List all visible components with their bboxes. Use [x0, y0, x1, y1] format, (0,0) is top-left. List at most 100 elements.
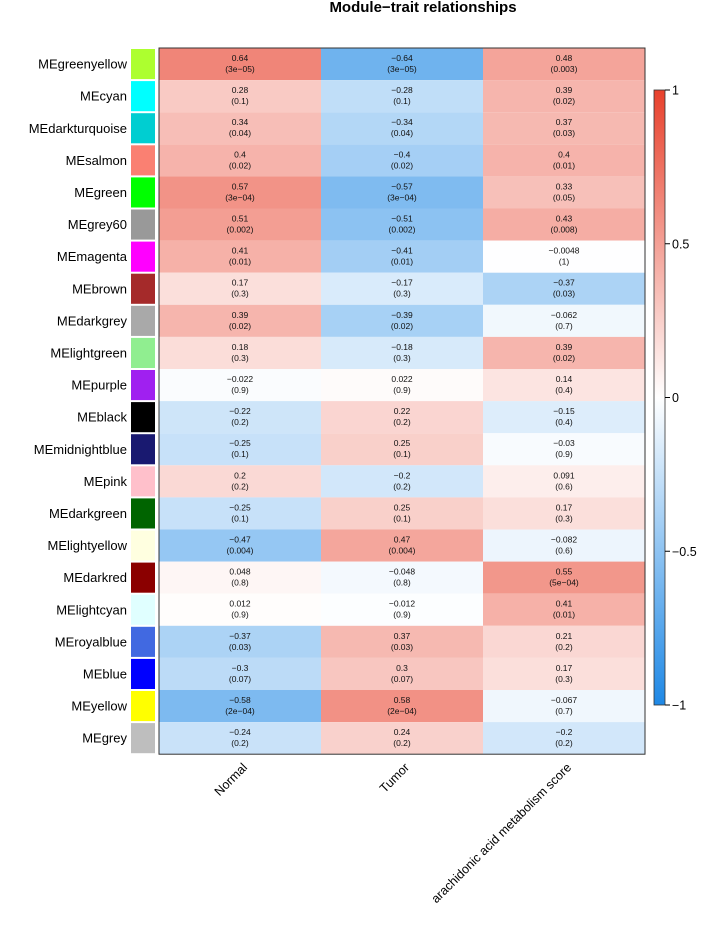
heatmap-cell	[159, 144, 321, 177]
cell-pvalue-label: (0.2)	[231, 738, 249, 748]
heatmap-cell	[321, 112, 483, 145]
cell-pvalue-label: (1)	[559, 257, 570, 267]
row-label: MEgrey60	[68, 217, 127, 232]
row-label: MEsalmon	[66, 153, 127, 168]
cell-correlation-label: 0.39	[556, 342, 573, 352]
module-swatch-megrey60	[131, 209, 155, 240]
module-swatch-mepink	[131, 466, 155, 497]
cell-pvalue-label: (0.3)	[555, 513, 573, 523]
cell-pvalue-label: (0.8)	[393, 578, 411, 588]
cell-correlation-label: 0.3	[396, 663, 408, 673]
cell-pvalue-label: (0.07)	[229, 674, 251, 684]
cell-correlation-label: −0.3	[232, 663, 249, 673]
heatmap-cell	[321, 497, 483, 530]
cell-correlation-label: 0.39	[232, 310, 249, 320]
cell-correlation-label: 0.47	[394, 535, 411, 545]
cell-pvalue-label: (3e−05)	[225, 64, 255, 74]
heatmap-cell	[159, 304, 321, 337]
module-swatch-medarkgrey	[131, 305, 155, 336]
cell-pvalue-label: (0.2)	[393, 417, 411, 427]
cell-pvalue-label: (0.02)	[391, 160, 413, 170]
heatmap-frame	[158, 47, 646, 755]
heatmap-cell	[483, 208, 645, 241]
cell-correlation-label: 0.17	[232, 278, 249, 288]
cell-pvalue-label: (0.1)	[231, 449, 249, 459]
cell-correlation-label: −0.4	[394, 149, 411, 159]
heatmap-cell	[159, 529, 321, 562]
cell-correlation-label: −0.0048	[549, 246, 580, 256]
cell-pvalue-label: (0.03)	[553, 128, 575, 138]
cell-pvalue-label: (3e−04)	[387, 192, 417, 202]
cell-correlation-label: 0.022	[391, 374, 413, 384]
cell-pvalue-label: (0.01)	[229, 257, 251, 267]
heatmap-cell	[321, 561, 483, 594]
cell-pvalue-label: (0.9)	[555, 449, 573, 459]
cell-correlation-label: −0.15	[553, 406, 575, 416]
cell-pvalue-label: (0.05)	[553, 192, 575, 202]
row-label: MEdarkred	[63, 570, 127, 585]
cell-pvalue-label: (0.3)	[555, 674, 573, 684]
cell-correlation-label: −0.57	[391, 181, 413, 191]
cell-correlation-label: 0.091	[553, 470, 575, 480]
heatmap-cell	[321, 272, 483, 305]
row-label: MEcyan	[80, 89, 127, 104]
cell-correlation-label: −0.2	[394, 470, 411, 480]
cell-correlation-label: 0.17	[556, 663, 573, 673]
module-swatch-megrey	[131, 723, 155, 754]
heatmap-cell	[159, 240, 321, 273]
cell-pvalue-label: (0.07)	[391, 674, 413, 684]
colorbar-tick-label: −1	[672, 699, 686, 713]
heatmap-cell	[321, 433, 483, 466]
module-swatch-mecyan	[131, 81, 155, 112]
heatmap-cell	[321, 240, 483, 273]
heatmap-cell	[321, 625, 483, 658]
heatmap-cell	[159, 112, 321, 145]
cell-correlation-label: 0.34	[232, 117, 249, 127]
cell-correlation-label: 0.33	[556, 181, 573, 191]
cell-correlation-label: −0.24	[229, 727, 251, 737]
cell-pvalue-label: (0.3)	[393, 353, 411, 363]
cell-correlation-label: 0.24	[394, 727, 411, 737]
cell-pvalue-label: (0.2)	[393, 481, 411, 491]
heatmap-cell	[159, 401, 321, 434]
cell-correlation-label: 0.25	[394, 438, 411, 448]
heatmap-cell	[159, 176, 321, 209]
cell-pvalue-label: (0.1)	[231, 513, 249, 523]
module-swatch-meblue	[131, 658, 155, 689]
module-swatch-mebrown	[131, 273, 155, 304]
heatmap-cell	[321, 176, 483, 209]
cell-pvalue-label: (0.03)	[229, 642, 251, 652]
cell-correlation-label: −0.082	[551, 535, 578, 545]
cell-pvalue-label: (0.7)	[555, 706, 573, 716]
cell-correlation-label: 0.4	[558, 149, 570, 159]
cell-pvalue-label: (2e−04)	[387, 706, 417, 716]
heatmap-cell	[483, 401, 645, 434]
cell-correlation-label: −0.067	[551, 695, 578, 705]
heatmap-cell	[159, 433, 321, 466]
heatmap-cell	[159, 657, 321, 690]
row-label: MEgreenyellow	[38, 57, 127, 72]
heatmap-cell	[321, 465, 483, 498]
cell-pvalue-label: (0.3)	[393, 289, 411, 299]
cell-correlation-label: 0.43	[556, 214, 573, 224]
module-swatch-meyellow	[131, 691, 155, 722]
cell-correlation-label: −0.64	[391, 53, 413, 63]
cell-correlation-label: 0.64	[232, 53, 249, 63]
cell-pvalue-label: (0.2)	[231, 417, 249, 427]
cell-pvalue-label: (0.3)	[231, 353, 249, 363]
cell-pvalue-label: (0.4)	[555, 417, 573, 427]
cell-pvalue-label: (0.6)	[555, 481, 573, 491]
cell-pvalue-label: (0.6)	[555, 546, 573, 556]
colorbar-tick-label: −0.5	[672, 545, 697, 559]
cell-correlation-label: −0.022	[227, 374, 254, 384]
cell-correlation-label: 0.25	[394, 502, 411, 512]
module-swatch-memagenta	[131, 241, 155, 272]
heatmap-cell	[483, 561, 645, 594]
heatmap-cell	[483, 369, 645, 402]
heatmap-cell	[159, 208, 321, 241]
cell-correlation-label: −0.062	[551, 310, 578, 320]
cell-correlation-label: 0.012	[229, 599, 251, 609]
cell-pvalue-label: (0.04)	[229, 128, 251, 138]
cell-pvalue-label: (0.1)	[393, 96, 411, 106]
cell-correlation-label: −0.03	[553, 438, 575, 448]
